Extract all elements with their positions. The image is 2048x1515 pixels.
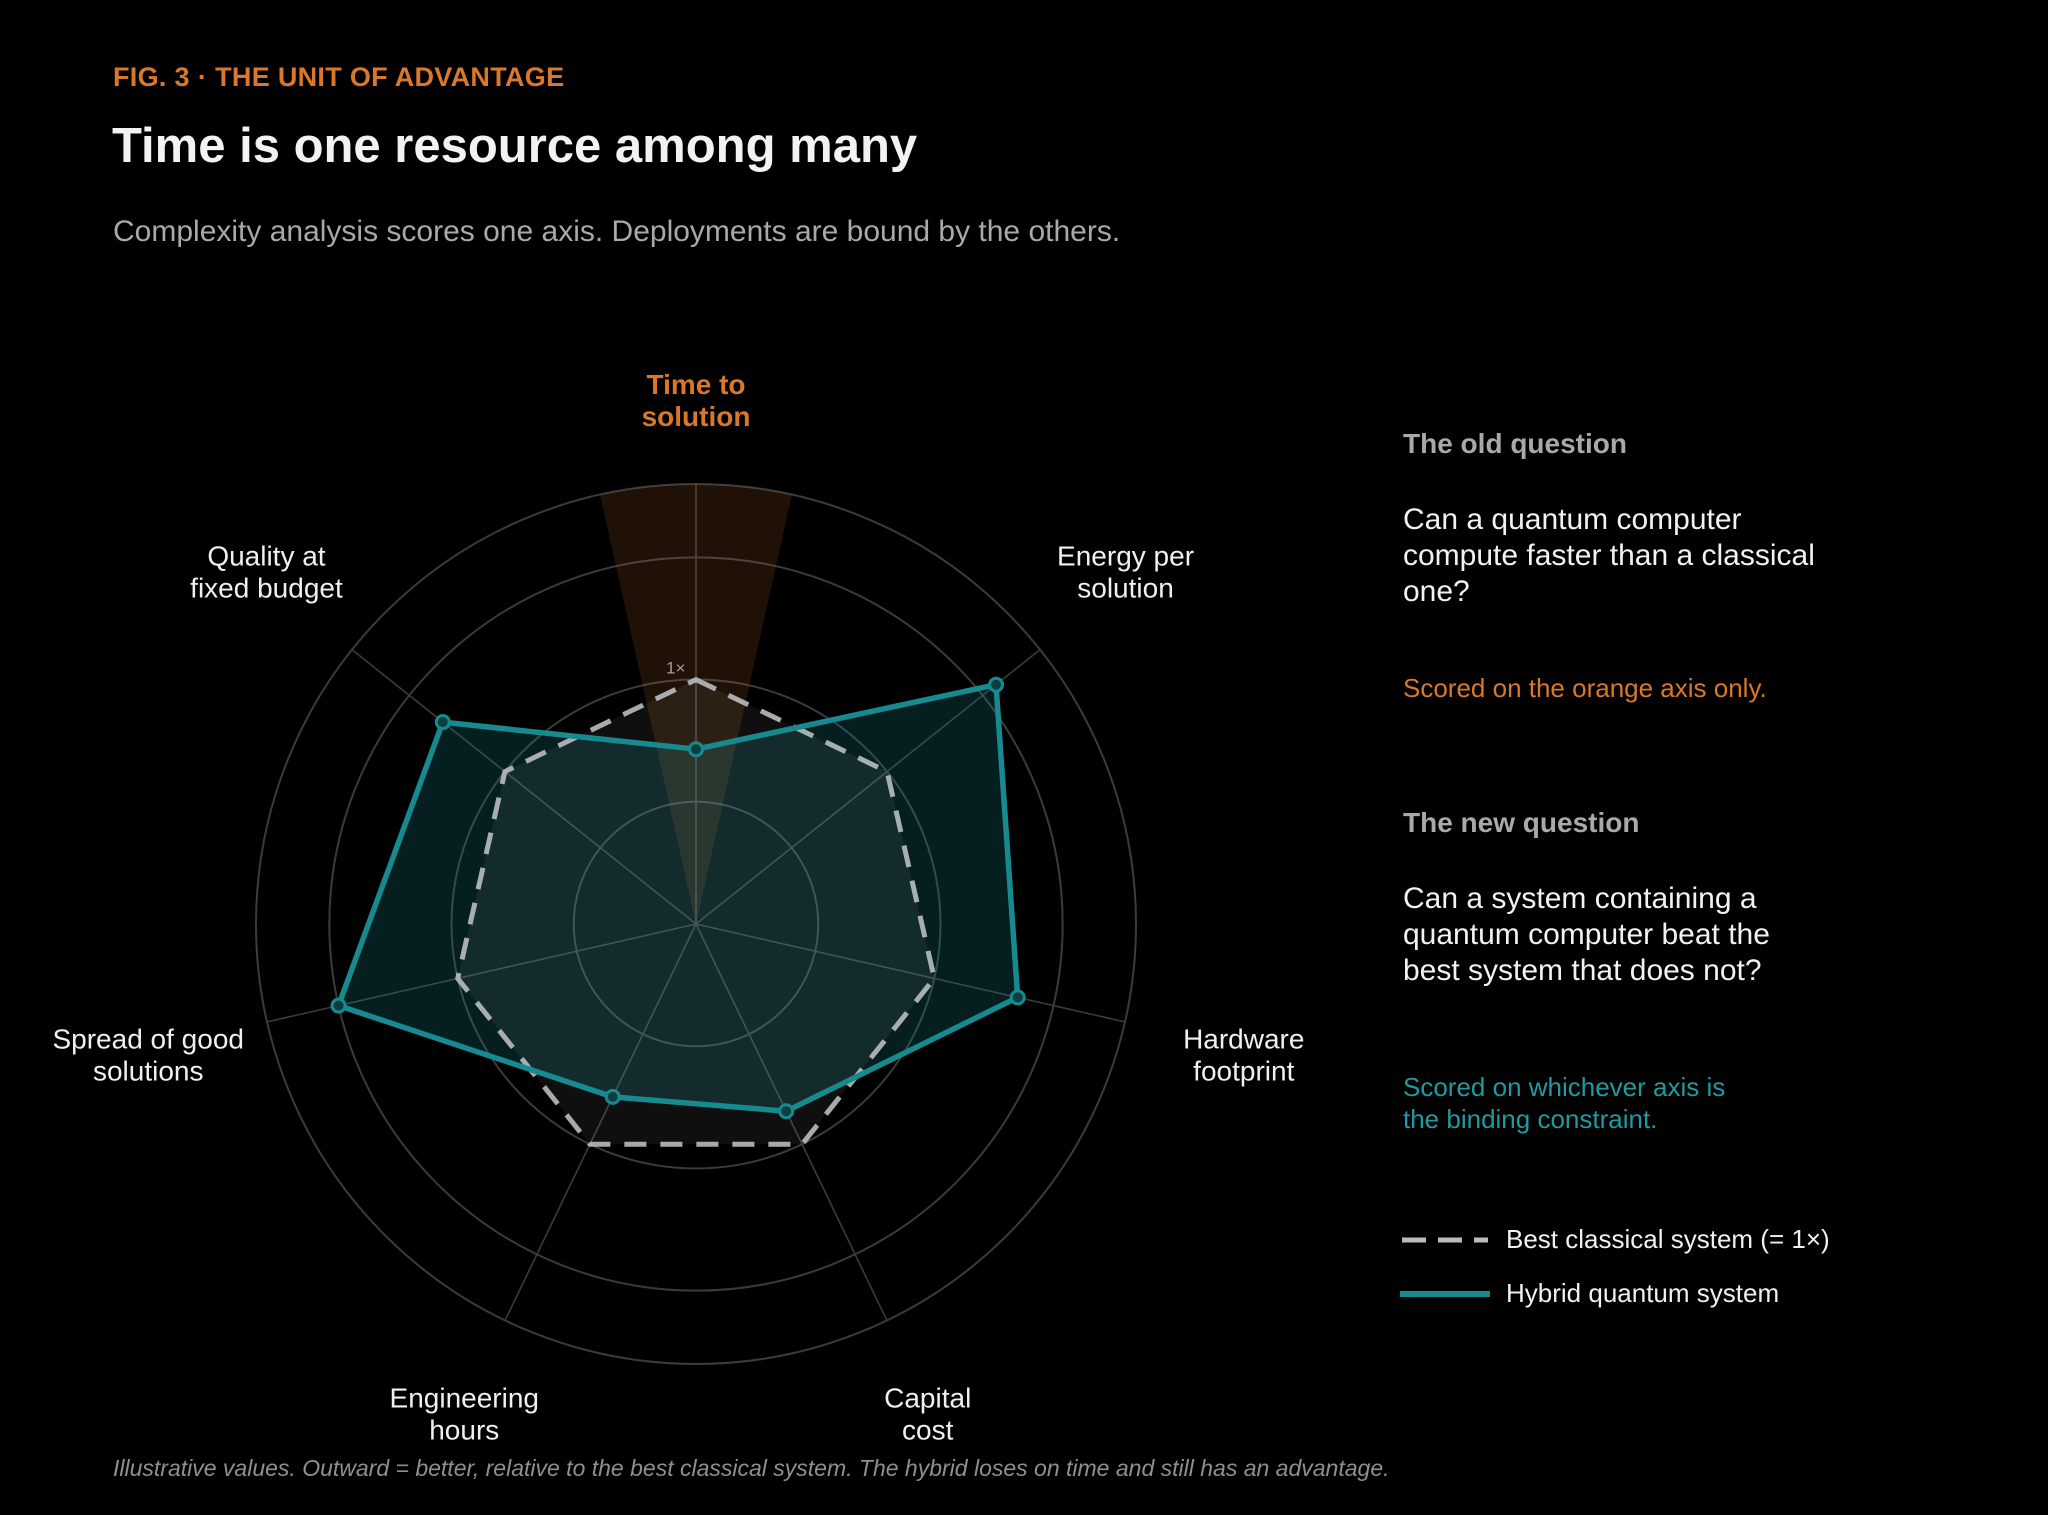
axis-label-line: cost bbox=[902, 1415, 954, 1440]
axis-label-line: fixed budget bbox=[190, 573, 343, 604]
axis-label-line: Engineering bbox=[390, 1383, 539, 1414]
new-question-text: Can a system containing a quantum comput… bbox=[1403, 882, 1770, 987]
axis-label-line: Spread of good bbox=[52, 1024, 244, 1055]
old-question-heading: The old question bbox=[1403, 428, 1963, 460]
series-layer bbox=[330, 676, 1026, 1147]
hybrid-point-1 bbox=[688, 741, 704, 758]
axis-label-2: Energy per solution bbox=[1057, 541, 1194, 604]
chart-title: Time is one resource among many bbox=[112, 119, 918, 173]
axis-label-line: Energy per bbox=[1057, 541, 1194, 572]
legend-item-classical: Best classical system (= 1×) bbox=[1400, 1224, 1830, 1255]
legend-label-classical: Best classical system (= 1×) bbox=[1506, 1224, 1830, 1254]
old-question-note-block: Scored on the orange axis only. bbox=[1403, 672, 1963, 704]
axis-spoke-7 bbox=[351, 649, 697, 925]
axis-label-5: Engineering hours bbox=[390, 1383, 539, 1440]
classical-series-line bbox=[455, 677, 937, 1147]
footnote: Illustrative values. Outward = better, r… bbox=[113, 1455, 1390, 1481]
hybrid-point-4 bbox=[778, 1103, 795, 1120]
figure-eyebrow: FIG. 3 · THE UNIT OF ADVANTAGE bbox=[113, 62, 564, 93]
hybrid-point-7 bbox=[434, 714, 451, 731]
legend-item-hybrid: Hybrid quantum system bbox=[1400, 1278, 1779, 1309]
axis-spoke-2 bbox=[695, 649, 1041, 925]
legend-label-hybrid: Hybrid quantum system bbox=[1506, 1278, 1780, 1308]
axis-spoke-4 bbox=[695, 923, 888, 1321]
classical-area bbox=[457, 679, 935, 1145]
axis-spoke-3 bbox=[695, 923, 1126, 1023]
axis-label-3: Hardware footprint bbox=[1183, 1024, 1304, 1087]
axis-label-4: Capital cost bbox=[884, 1383, 971, 1440]
axis-label-1: Time to solution bbox=[642, 369, 751, 432]
axis-label-line: Time to bbox=[646, 369, 745, 400]
old-question-block: Can a quantum computer compute faster th… bbox=[1403, 502, 1823, 610]
old-question-note: Scored on the orange axis only. bbox=[1403, 673, 1767, 703]
new-question-block: Can a system containing a quantum comput… bbox=[1403, 881, 1823, 989]
axis-label-line: hours bbox=[429, 1415, 499, 1440]
reference-1x-label: 1× bbox=[666, 659, 685, 678]
axis-label-line: Capital bbox=[884, 1383, 971, 1414]
axis-label-line: solution bbox=[1077, 573, 1174, 604]
highlight-wedge-time-to-solution bbox=[599, 483, 793, 924]
radar-grid: 1× bbox=[255, 483, 1137, 1365]
hybrid-series-line bbox=[335, 681, 1021, 1114]
axis-label-line: Hardware bbox=[1183, 1024, 1304, 1055]
axis-label-line: solution bbox=[642, 401, 751, 432]
axis-spoke-5 bbox=[504, 923, 697, 1321]
hybrid-point-5 bbox=[604, 1088, 621, 1105]
axis-label-6: Spread of good solutions bbox=[52, 1024, 244, 1087]
figure-number: FIG. 3 bbox=[113, 62, 190, 92]
figure-kicker: THE UNIT OF ADVANTAGE bbox=[215, 62, 565, 92]
axis-label-line: solutions bbox=[93, 1056, 204, 1087]
new-question-heading-text: The new question bbox=[1403, 807, 1640, 838]
hybrid-area bbox=[338, 684, 1018, 1112]
old-question-heading-text: The old question bbox=[1403, 428, 1627, 459]
new-question-heading: The new question bbox=[1403, 807, 1963, 839]
old-question-text: Can a quantum computer compute faster th… bbox=[1403, 503, 1815, 608]
highlight-wedge-layer bbox=[599, 483, 793, 924]
hybrid-point-3 bbox=[1009, 989, 1026, 1006]
new-question-note-block: Scored on whichever axis is the binding … bbox=[1403, 1071, 1733, 1135]
hybrid-point-6 bbox=[330, 997, 347, 1014]
chart-subtitle: Complexity analysis scores one axis. Dep… bbox=[113, 215, 1121, 248]
axis-label-7: Quality at fixed budget bbox=[190, 541, 343, 604]
solid-line-swatch bbox=[1400, 1290, 1490, 1297]
eyebrow-separator: · bbox=[197, 62, 208, 92]
dashed-line-swatch bbox=[1402, 1237, 1488, 1242]
hybrid-point-2 bbox=[988, 676, 1005, 693]
axis-label-line: footprint bbox=[1193, 1056, 1294, 1087]
axis-label-line: Quality at bbox=[207, 541, 325, 572]
new-question-note: Scored on whichever axis is the binding … bbox=[1403, 1072, 1726, 1134]
